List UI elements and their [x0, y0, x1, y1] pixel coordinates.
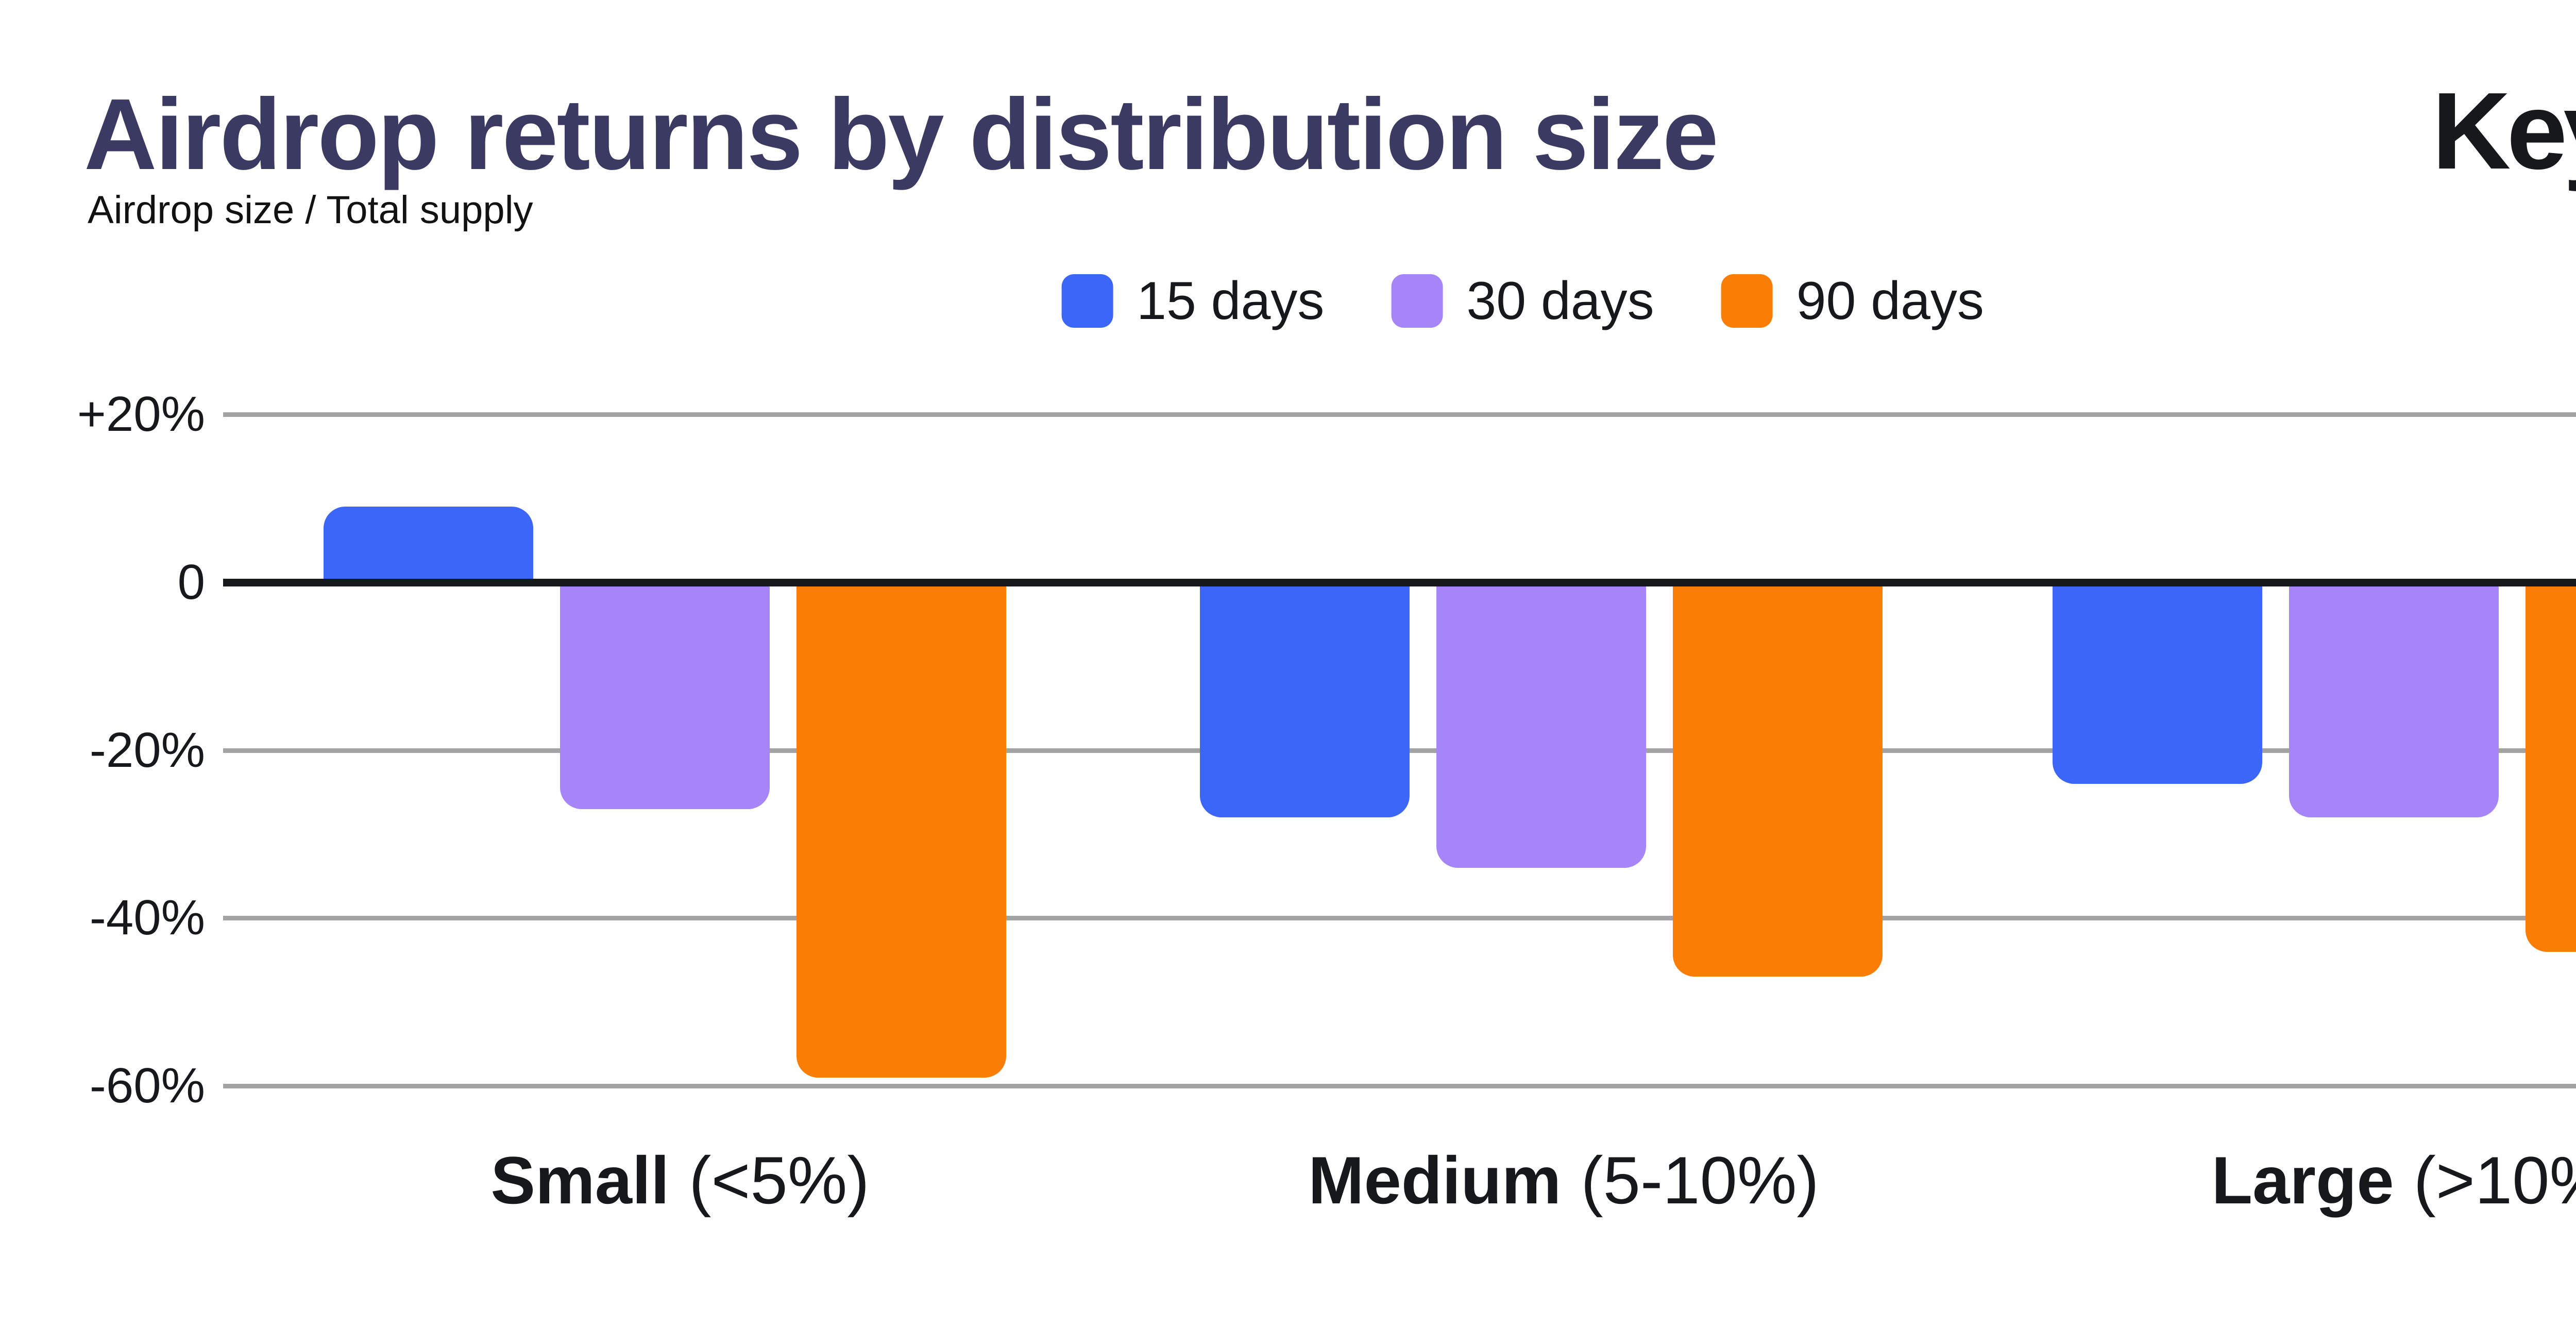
- legend-item-30-days: 30 days: [1391, 274, 1654, 328]
- y-tick-label: +20%: [77, 387, 205, 442]
- category-qualifier: (5-10%): [1581, 1143, 1819, 1218]
- bar-medium-30-days: [1436, 582, 1646, 868]
- legend-label: 15 days: [1137, 271, 1325, 331]
- legend-label: 90 days: [1796, 271, 1984, 331]
- bar-small-30-days: [560, 582, 770, 809]
- bar-small-15-days: [323, 507, 533, 582]
- legend-swatch-icon: [1061, 274, 1113, 328]
- bar-large-15-days: [2052, 582, 2262, 784]
- legend: 15 days 30 days 90 days: [1061, 274, 1984, 328]
- bar-medium-90-days: [1672, 582, 1883, 977]
- category-name: Large: [2211, 1143, 2394, 1218]
- y-tick-label: -60%: [89, 1058, 205, 1114]
- page-title: Airdrop returns by distribution size: [84, 78, 1719, 191]
- gridline: [223, 1084, 2576, 1089]
- legend-swatch-icon: [1391, 274, 1443, 328]
- bar-medium-15-days: [1199, 582, 1410, 817]
- category-name: Small: [490, 1143, 670, 1218]
- bar-large-30-days: [2289, 582, 2499, 817]
- gridline: [223, 412, 2576, 417]
- y-tick-label: 0: [177, 555, 205, 610]
- y-tick-label: -40%: [89, 890, 205, 946]
- zero-axis-line: [223, 579, 2576, 586]
- bar-large-90-days: [2525, 582, 2576, 952]
- legend-label: 30 days: [1466, 271, 1654, 331]
- category-name: Medium: [1308, 1143, 1562, 1218]
- gridline: [223, 916, 2576, 921]
- x-tick-label-medium: Medium (5-10%): [1177, 1140, 1950, 1220]
- category-qualifier: (<5%): [689, 1143, 870, 1218]
- legend-swatch-icon: [1721, 274, 1773, 328]
- legend-item-90-days: 90 days: [1721, 274, 1984, 328]
- keyrock-logo: Keyrock: [2432, 70, 2576, 192]
- x-tick-label-small: Small (<5%): [294, 1140, 1066, 1220]
- y-tick-label: -20%: [89, 722, 205, 778]
- bar-small-90-days: [796, 582, 1006, 1078]
- page-subtitle: Airdrop size / Total supply: [88, 188, 533, 232]
- legend-item-15-days: 15 days: [1061, 274, 1324, 328]
- x-tick-label-large: Large (>10%): [2035, 1140, 2576, 1220]
- category-qualifier: (>10%): [2413, 1143, 2576, 1218]
